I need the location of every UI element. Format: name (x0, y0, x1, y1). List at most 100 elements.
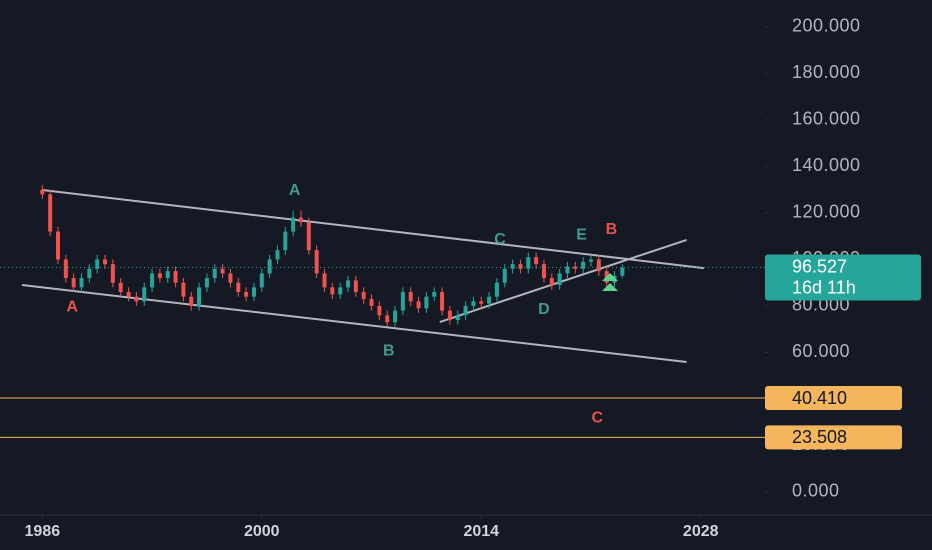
candle-body (142, 287, 147, 302)
candle-body (189, 296, 194, 306)
candle-body (267, 259, 272, 274)
candle-body (251, 287, 256, 297)
candle-body (471, 301, 476, 306)
candle-body (518, 264, 523, 269)
trend-line (21, 284, 687, 364)
y-tick-label: 60.000 (792, 341, 850, 361)
candle-body (228, 273, 233, 283)
candle-body (588, 259, 593, 262)
wave-label: E (576, 226, 587, 243)
candle-body (275, 250, 280, 260)
candle-body (330, 287, 335, 295)
candle-body (40, 189, 45, 195)
candle-body (291, 217, 296, 232)
candle-body (377, 305, 382, 316)
candle-body (479, 301, 484, 304)
candle-body (573, 266, 578, 269)
wave-label: C (591, 409, 603, 426)
candle-body (314, 250, 319, 274)
candle-body (110, 264, 115, 283)
countdown-label: 16d 11h (792, 277, 856, 297)
x-tick-label: 2014 (463, 523, 499, 540)
candle-body (526, 257, 531, 269)
trend-line (42, 188, 704, 270)
y-tick-label: 140.000 (792, 155, 861, 175)
signal-arrow (602, 273, 618, 281)
candle-body (502, 268, 507, 283)
candle-body (369, 299, 374, 306)
candle-body (244, 292, 249, 297)
candle-body (134, 296, 139, 302)
candle-body (103, 259, 108, 265)
candle-body (361, 292, 366, 300)
candle-body (220, 268, 225, 274)
candle-body (353, 280, 358, 293)
y-tick-label: 120.000 (792, 202, 861, 222)
candle-body (79, 278, 84, 288)
candle-body (393, 310, 398, 323)
candle-body (432, 292, 437, 297)
candle-body (510, 264, 515, 269)
candle-body (56, 231, 61, 260)
candle-body (581, 261, 586, 269)
candle-body (63, 259, 68, 279)
candle-body (204, 278, 209, 288)
x-tick-label: 2000 (244, 523, 280, 540)
trend-line (439, 238, 687, 323)
candle-body (541, 264, 546, 279)
wave-label: A (289, 182, 301, 199)
candle-body (197, 287, 202, 306)
candle-body (298, 217, 303, 223)
level-label: 40.410 (792, 388, 847, 408)
candle-body (400, 292, 405, 311)
wave-label: D (538, 301, 550, 318)
candle-body (212, 268, 217, 279)
signal-arrow (602, 283, 618, 291)
candle-body (487, 296, 492, 304)
candle-body (118, 282, 123, 293)
current-price-box (765, 254, 921, 301)
current-price-label: 96.527 (792, 256, 847, 276)
candle-body (95, 259, 100, 269)
candle-body (48, 194, 53, 232)
candle-body (283, 231, 288, 251)
candle-body (346, 280, 351, 288)
x-tick-label: 2028 (683, 523, 719, 540)
candle-body (259, 273, 264, 288)
candle-body (71, 278, 76, 288)
candle-body (549, 278, 554, 286)
wave-label: C (494, 231, 506, 248)
wave-label: B (383, 342, 395, 359)
candle-body (338, 287, 343, 295)
candle-body (306, 222, 311, 251)
candle-body (596, 259, 601, 272)
candle-body (87, 268, 92, 279)
y-tick-label: 200.000 (792, 16, 861, 36)
x-tick-label: 1986 (25, 523, 61, 540)
candle-body (126, 292, 131, 297)
candle-body (565, 266, 570, 274)
candle-body (236, 282, 241, 293)
candle-body (385, 315, 390, 323)
candle-body (494, 282, 499, 297)
candle-body (408, 292, 413, 302)
candle-body (534, 257, 539, 265)
candle-body (165, 271, 170, 279)
candle-body (455, 315, 460, 320)
candle-body (322, 273, 327, 288)
candle-body (447, 310, 452, 320)
candle-body (440, 292, 445, 311)
candle-body (620, 267, 625, 276)
candle-body (150, 273, 155, 288)
candle-body (157, 273, 162, 279)
y-tick-label: 0.000 (792, 481, 840, 501)
y-tick-label: 180.000 (792, 62, 861, 82)
candle-body (424, 296, 429, 309)
wave-label: B (606, 221, 618, 238)
level-label-box (765, 425, 902, 450)
candle-body (181, 282, 186, 297)
level-label: 23.508 (792, 427, 847, 447)
y-tick-label: 160.000 (792, 109, 861, 129)
candle-body (557, 273, 562, 286)
